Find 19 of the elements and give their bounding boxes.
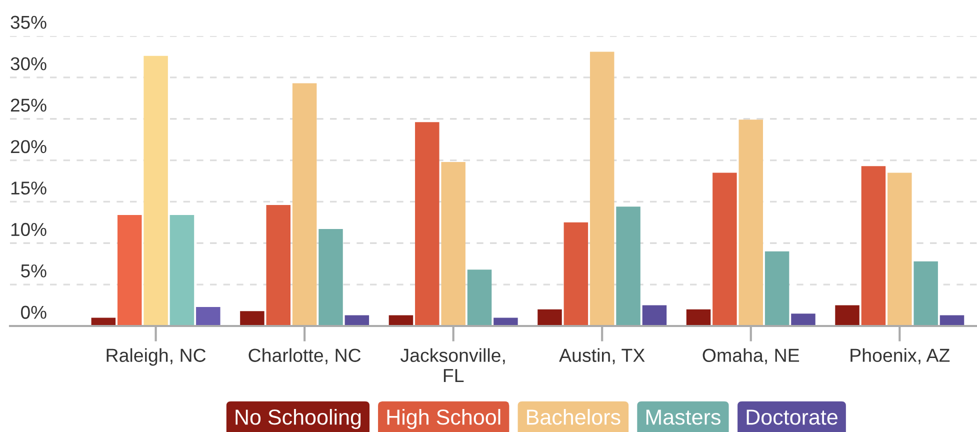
x-tick-label: Raleigh, NC: [106, 348, 206, 366]
y-tick-label: 0%: [21, 306, 46, 319]
text: No Schooling: [236, 408, 361, 430]
y-tick-label: 15%: [11, 182, 46, 195]
y-tick-label: 20%: [10, 140, 46, 154]
x-tick-label: Charlotte, NC: [248, 348, 361, 364]
y-tick-label: 30%: [10, 57, 46, 70]
text: Bachelors: [527, 408, 620, 425]
x-tick-label: Omaha, NE: [702, 348, 800, 364]
text: Doctorate: [746, 410, 838, 425]
text: High School: [387, 408, 500, 430]
y-tick-label: 10%: [11, 222, 46, 236]
x-tick-label: Phoenix, AZ: [850, 348, 950, 364]
x-tick-label: Austin, TX: [559, 348, 645, 364]
text: Masters: [646, 410, 720, 425]
y-tick-label: 5%: [21, 264, 46, 278]
y-tick-label: 35%: [10, 16, 46, 29]
y-tick-label: 25%: [10, 98, 46, 112]
x-tick-label: Jacksonville, FL: [400, 348, 505, 382]
